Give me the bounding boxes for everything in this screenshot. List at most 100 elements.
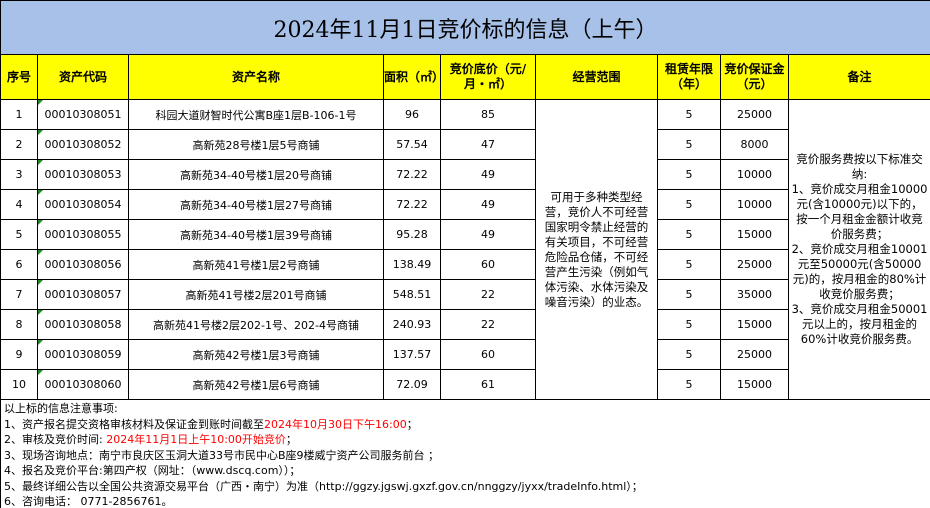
- cell-area[interactable]: 137.57: [383, 339, 441, 370]
- cell-price[interactable]: 60: [440, 249, 536, 280]
- cell-code[interactable]: 00010308058: [37, 309, 129, 340]
- cell-no[interactable]: 9: [0, 339, 38, 370]
- cell-term[interactable]: 5: [657, 249, 721, 280]
- cell-price[interactable]: 61: [440, 369, 536, 400]
- cell-deposit[interactable]: 25000: [720, 99, 789, 130]
- header-no: 序号: [0, 54, 38, 100]
- cell-marker-icon: [38, 370, 43, 375]
- cell-area[interactable]: 240.93: [383, 309, 441, 340]
- cell-price[interactable]: 22: [440, 309, 536, 340]
- cell-name[interactable]: 高新苑34-40号楼1层27号商铺: [128, 189, 384, 220]
- table-row: 7 00010308057 高新苑41号楼2层201号商铺 548.51 22 5 3500…: [0, 279, 930, 310]
- cell-name[interactable]: 高新苑41号楼2层201号商铺: [128, 279, 384, 310]
- table-row: 8 00010308058 高新苑41号楼2层202-1号、202-4号商铺 240.…: [0, 309, 930, 340]
- header-deposit: 竞价保证金（元）: [720, 54, 789, 100]
- header-scope: 经营范围: [535, 54, 658, 100]
- cell-term[interactable]: 5: [657, 189, 721, 220]
- cell-marker-icon: [38, 310, 43, 315]
- cell-name[interactable]: 高新苑42号楼1层3号商铺: [128, 339, 384, 370]
- note-6: 6、咨询电话： 0771-2856761。: [4, 495, 173, 508]
- cell-code[interactable]: 00010308060: [37, 369, 129, 400]
- cell-no[interactable]: 8: [0, 309, 38, 340]
- cell-deposit[interactable]: 10000: [720, 159, 789, 190]
- cell-term[interactable]: 5: [657, 99, 721, 130]
- cell-marker-icon: [38, 190, 43, 195]
- cell-term[interactable]: 5: [657, 369, 721, 400]
- cell-no[interactable]: 3: [0, 159, 38, 190]
- table-row: 3 00010308053 高新苑34-40号楼1层20号商铺 72.22 49 5 100…: [0, 159, 930, 190]
- cell-price[interactable]: 60: [440, 339, 536, 370]
- cell-area[interactable]: 96: [383, 99, 441, 130]
- cell-deposit[interactable]: 10000: [720, 189, 789, 220]
- cell-no[interactable]: 2: [0, 129, 38, 160]
- cell-price[interactable]: 49: [440, 189, 536, 220]
- cell-deposit[interactable]: 25000: [720, 339, 789, 370]
- cell-code[interactable]: 00010308052: [37, 129, 129, 160]
- table-row: 9 00010308059 高新苑42号楼1层3号商铺 137.57 60 5 25000: [0, 339, 930, 370]
- cell-code[interactable]: 00010308054: [37, 189, 129, 220]
- cell-code[interactable]: 00010308059: [37, 339, 129, 370]
- cell-code[interactable]: 00010308053: [37, 159, 129, 190]
- cell-deposit[interactable]: 8000: [720, 129, 789, 160]
- table-row: 5 00010308055 高新苑34-40号楼1层39号商铺 95.28 49 5 150…: [0, 219, 930, 250]
- cell-no[interactable]: 6: [0, 249, 38, 280]
- cell-name[interactable]: 高新苑34-40号楼1层20号商铺: [128, 159, 384, 190]
- cell-name[interactable]: 高新苑42号楼1层6号商铺: [128, 369, 384, 400]
- cell-code[interactable]: 00010308055: [37, 219, 129, 250]
- cell-marker-icon: [38, 340, 43, 345]
- table-row: 1 00010308051 科园大道财智时代公寓B座1层B-106-1号 96 85 可用…: [0, 99, 930, 400]
- cell-remark[interactable]: 竞价服务费按以下标准交纳: 1、竞价成交月租金10000元(含10000元)以下…: [787, 99, 930, 400]
- cell-area[interactable]: 548.51: [383, 279, 441, 310]
- note-5: 5、最终详细公告以全国公共资源交易平台（广西・南宁）为准（http://ggzy…: [4, 479, 643, 493]
- cell-marker-icon: [38, 250, 43, 255]
- cell-term[interactable]: 5: [657, 159, 721, 190]
- cell-deposit[interactable]: 15000: [720, 309, 789, 340]
- cell-no[interactable]: 4: [0, 189, 38, 220]
- cell-no[interactable]: 10: [0, 369, 38, 400]
- cell-price[interactable]: 85: [440, 99, 536, 130]
- cell-name[interactable]: 高新苑41号楼2层202-1号、202-4号商铺: [128, 309, 384, 340]
- cell-name[interactable]: 科园大道财智时代公寓B座1层B-106-1号: [128, 99, 384, 130]
- table-row: 10 00010308060 高新苑42号楼1层6号商铺 72.09 61 5 15000: [0, 369, 930, 400]
- cell-area[interactable]: 57.54: [383, 129, 441, 160]
- cell-area[interactable]: 95.28: [383, 219, 441, 250]
- cell-area[interactable]: 72.22: [383, 189, 441, 220]
- cell-area[interactable]: 72.22: [383, 159, 441, 190]
- cell-marker-icon: [38, 160, 43, 165]
- notes: 以上标的信息注意事项: 1、资产报名提交资格审核材料及保证金到账时间截至2024…: [0, 399, 930, 508]
- cell-deposit[interactable]: 15000: [720, 219, 789, 250]
- cell-code[interactable]: 00010308057: [37, 279, 129, 310]
- cell-marker-icon: [38, 220, 43, 225]
- cell-marker-icon: [38, 130, 43, 135]
- cell-area[interactable]: 138.49: [383, 249, 441, 280]
- cell-deposit[interactable]: 35000: [720, 279, 789, 310]
- note-3: 3、现场咨询地点：南宁市良庆区玉洞大道33号市民中心B座9楼威宁资产公司服务前台…: [4, 448, 440, 462]
- cell-scope[interactable]: 可用于多种类型经营，竞价人不可经营国家明令禁止经营的有关项目，不可经营危险品仓储…: [535, 99, 658, 400]
- cell-term[interactable]: 5: [657, 279, 721, 310]
- cell-deposit[interactable]: 15000: [720, 369, 789, 400]
- cell-term[interactable]: 5: [657, 129, 721, 160]
- cell-deposit[interactable]: 25000: [720, 249, 789, 280]
- cell-price[interactable]: 49: [440, 159, 536, 190]
- cell-code[interactable]: 00010308056: [37, 249, 129, 280]
- cell-no[interactable]: 5: [0, 219, 38, 250]
- cell-price[interactable]: 49: [440, 219, 536, 250]
- cell-term[interactable]: 5: [657, 309, 721, 340]
- cell-marker-icon: [38, 100, 43, 105]
- cell-price[interactable]: 47: [440, 129, 536, 160]
- cell-name[interactable]: 高新苑34-40号楼1层39号商铺: [128, 219, 384, 250]
- table-row: 2 00010308052 高新苑28号楼1层5号商铺 57.54 47 5 8000: [0, 129, 930, 160]
- cell-code[interactable]: 00010308051: [37, 99, 129, 130]
- header-remark: 备注: [787, 54, 930, 100]
- cell-term[interactable]: 5: [657, 219, 721, 250]
- cell-price[interactable]: 22: [440, 279, 536, 310]
- note-4: 4、报名及竞价平台:第四产权（网址：（www.dscq.com））；: [4, 464, 301, 477]
- cell-name[interactable]: 高新苑41号楼1层2号商铺: [128, 249, 384, 280]
- cell-name[interactable]: 高新苑28号楼1层5号商铺: [128, 129, 384, 160]
- table-row: 6 00010308056 高新苑41号楼1层2号商铺 138.49 60 5 25000: [0, 249, 930, 280]
- cell-area[interactable]: 72.09: [383, 369, 441, 400]
- cell-no[interactable]: 1: [0, 99, 38, 130]
- cell-no[interactable]: 7: [0, 279, 38, 310]
- cell-term[interactable]: 5: [657, 339, 721, 370]
